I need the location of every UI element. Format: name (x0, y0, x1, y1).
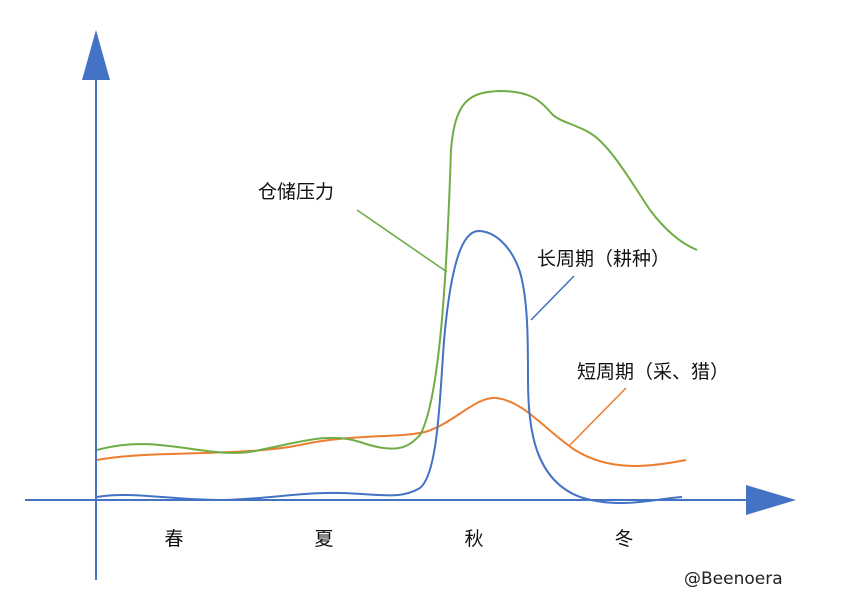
y-axis-arrow-icon (82, 30, 110, 80)
callout-storage-pressure (356, 209, 448, 273)
season-spring: 春 (164, 528, 183, 550)
label-short-cycle: 短周期（采、猎） (577, 361, 729, 383)
season-labels: 春 夏 秋 冬 (164, 528, 633, 550)
curve-storage-pressure (96, 89, 698, 454)
callout-long-cycle (530, 275, 575, 321)
axes (25, 30, 796, 580)
label-storage-pressure: 仓储压力 (258, 181, 334, 203)
curve-short-cycle (96, 396, 687, 467)
callout-short-cycle (569, 387, 627, 446)
x-axis-arrow-icon (746, 485, 796, 515)
season-winter: 冬 (614, 528, 633, 550)
watermark: @Beenoera (684, 569, 783, 589)
label-long-cycle: 长周期（耕种） (537, 248, 670, 270)
season-autumn: 秋 (464, 528, 483, 550)
curve-long-cycle (96, 229, 683, 504)
season-summer: 夏 (314, 528, 333, 550)
